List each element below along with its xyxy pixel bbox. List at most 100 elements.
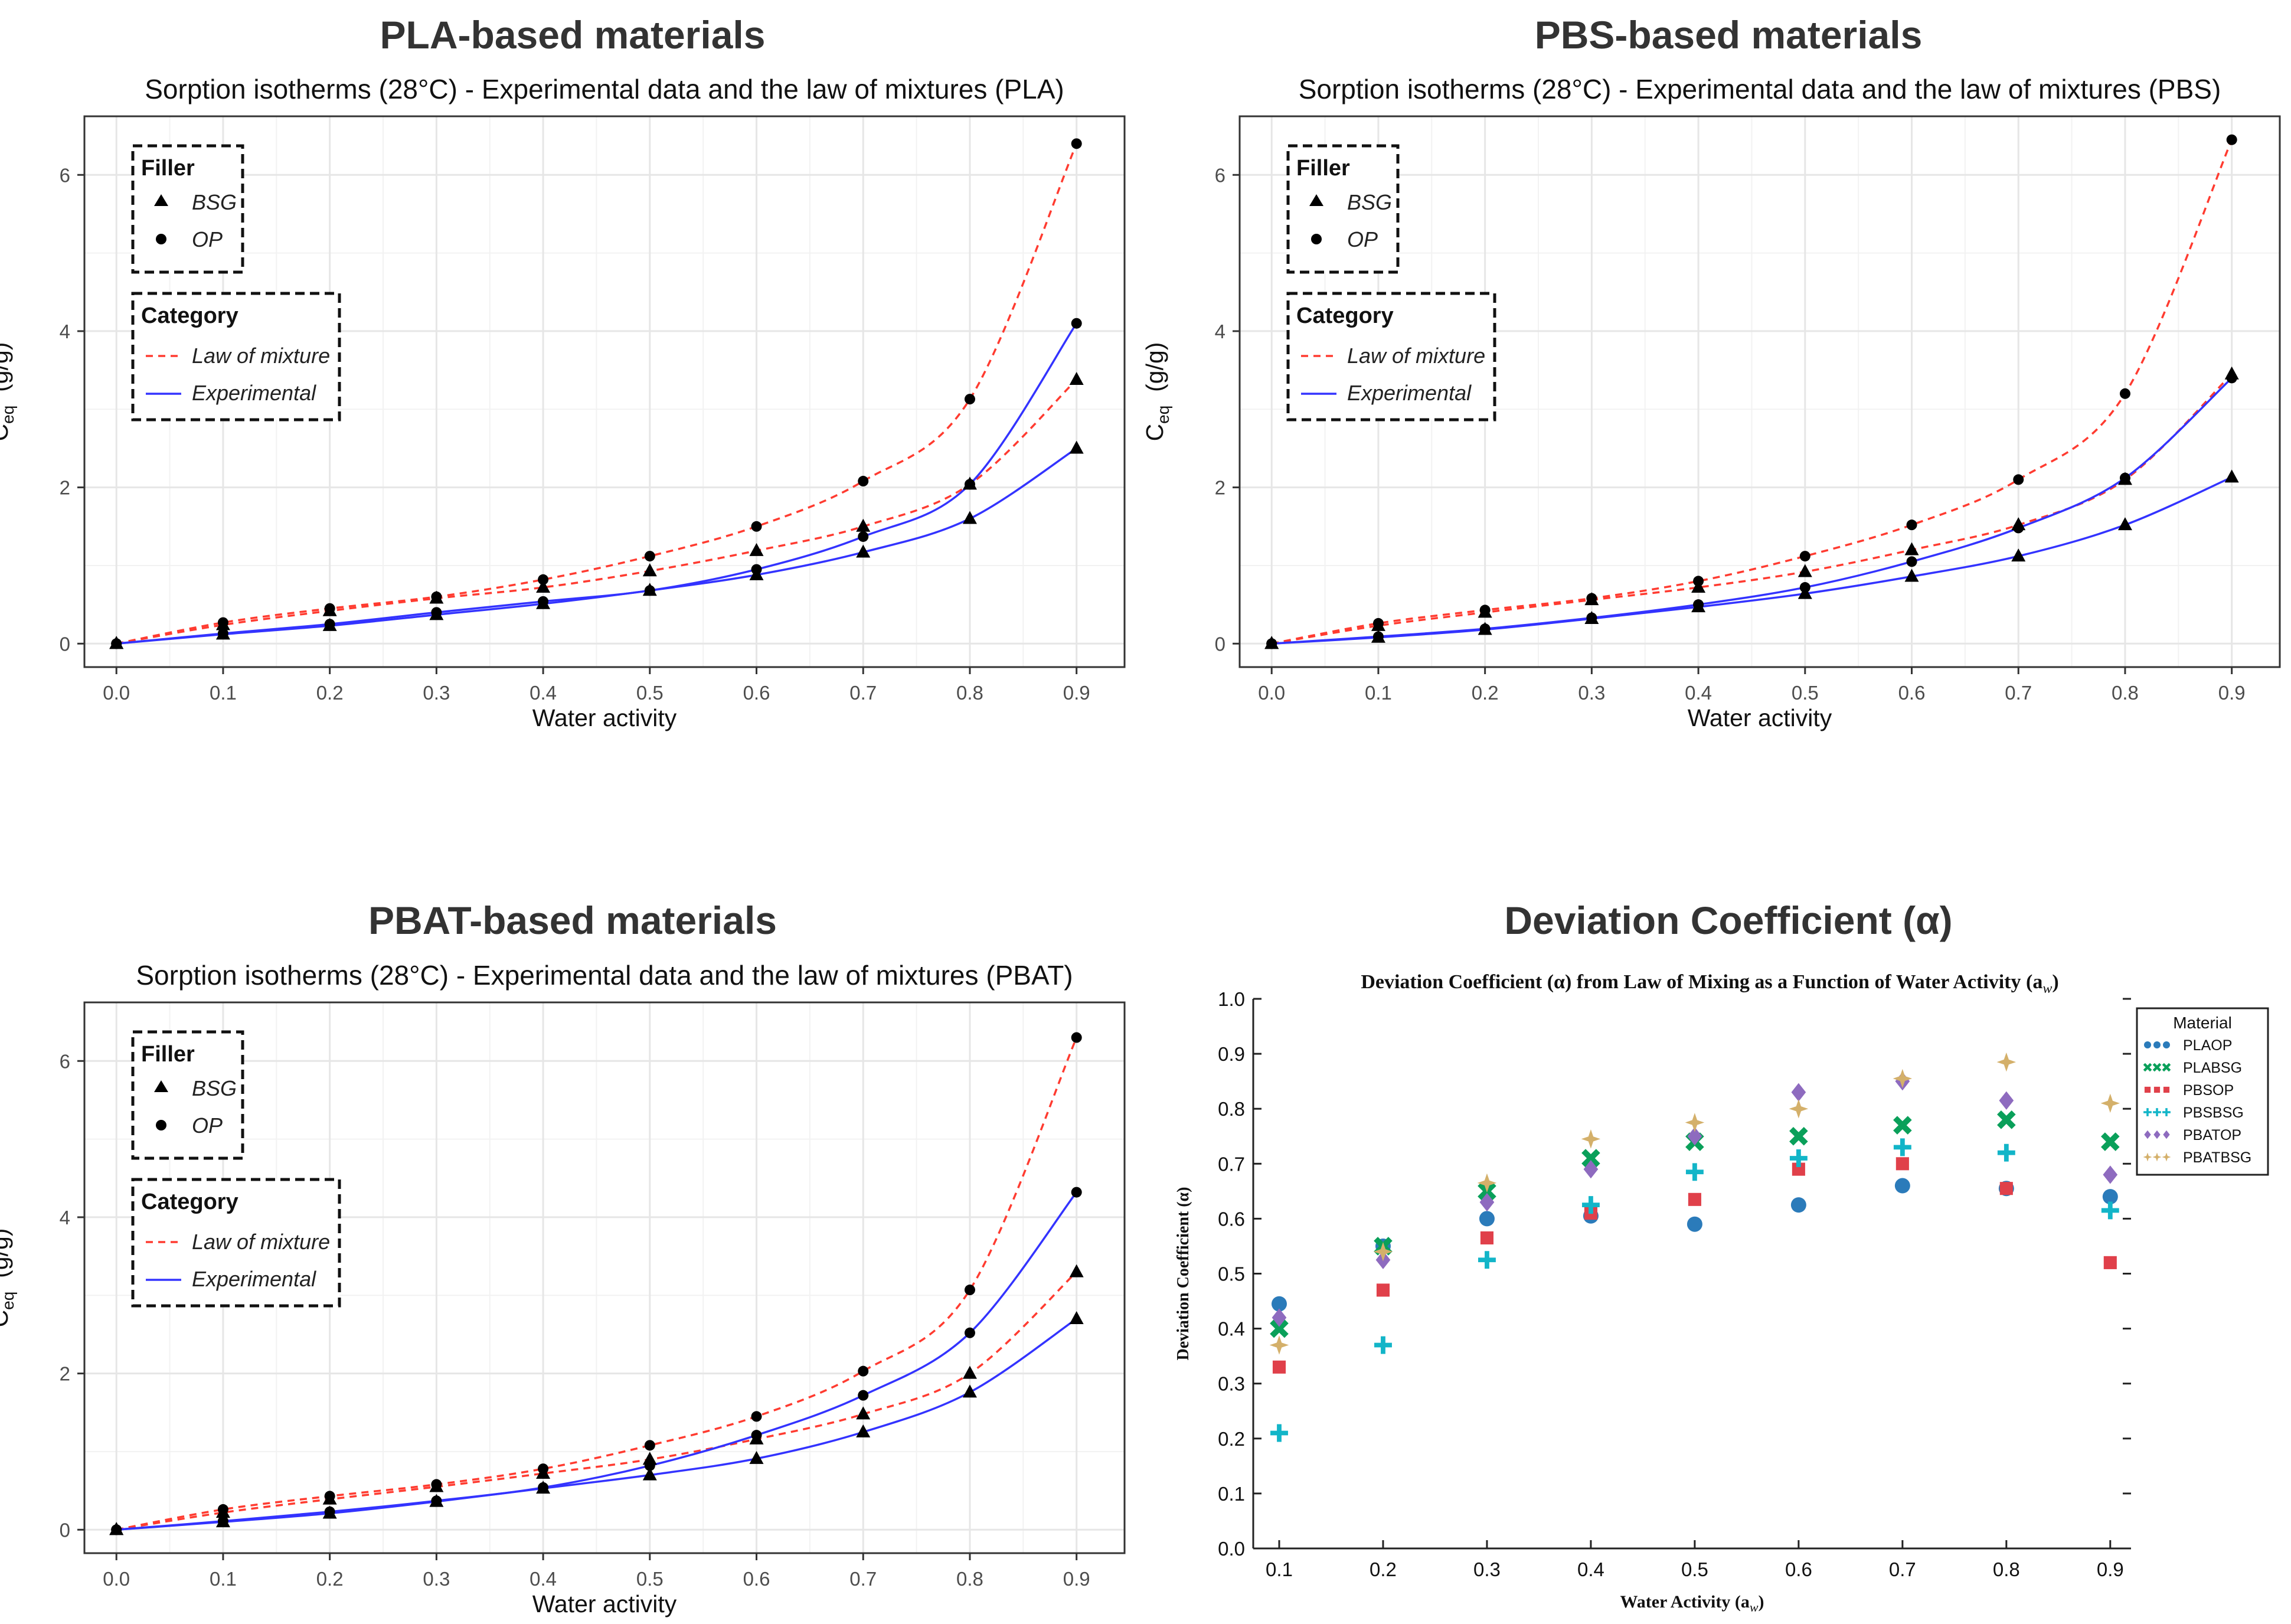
- deviation-legend-marker-pbsbsg: [2162, 1108, 2171, 1116]
- pbat-point-op: [751, 1411, 762, 1422]
- deviation-point-plaop: [1894, 1178, 1910, 1194]
- deviation-point-pbsbsg: [1789, 1149, 1808, 1167]
- deviation-coefficient-chart: 0.0 0.1 0.2 0.3 0.4 0.5 0.6 0.7 0.8 0.9 1.0 0.1 0.2 0…: [1174, 971, 2269, 1615]
- pbat-point-op: [644, 1440, 655, 1451]
- deviation-y-tick-label: 1.0: [1218, 988, 1245, 1010]
- pla-x-tick-label: 0.0: [103, 682, 130, 704]
- pla-x-tick-label: 0.9: [1063, 682, 1090, 704]
- pbat-point-op: [858, 1390, 869, 1401]
- pla-point-bsg: [749, 567, 764, 580]
- pbat-legend-circle-marker: [156, 1120, 166, 1130]
- deviation-point-pbsop: [1792, 1162, 1805, 1176]
- pla-x-axis-label: Water activity: [532, 704, 677, 731]
- pla-chart-title: Sorption isotherms (28°C) - Experimental…: [145, 74, 1064, 104]
- pla-point-op: [964, 394, 975, 405]
- panel-heading-deviation: Deviation Coefficient (α): [1504, 898, 1952, 942]
- deviation-y-tick-label: 0.6: [1218, 1208, 1245, 1230]
- deviation-point-pbsbsg: [1685, 1163, 1704, 1181]
- pla-point-bsg: [536, 596, 551, 609]
- deviation-point-pbsbsg: [1270, 1424, 1288, 1442]
- pbat-point-bsg: [1069, 1264, 1084, 1277]
- pbat-legend-experimental: Experimental: [192, 1267, 316, 1291]
- pbat-point-bsg: [962, 1365, 977, 1379]
- pbat-experimental-line-op: [116, 1191, 1078, 1531]
- pbs-legend-experimental: Experimental: [1347, 381, 1472, 405]
- deviation-x-tick-label: 0.8: [1993, 1558, 2020, 1580]
- deviation-point-pbsbsg: [1374, 1336, 1392, 1354]
- deviation-y-tick-label: 0.1: [1218, 1483, 1245, 1505]
- deviation-legend-marker-plaop: [2144, 1041, 2151, 1048]
- pbat-point-op: [1071, 1032, 1082, 1043]
- pla-category-legend-title: Category: [141, 303, 238, 328]
- pbat-y-tick-label: 0: [60, 1519, 70, 1541]
- deviation-point-pbatop: [1272, 1308, 1287, 1327]
- pbs-point-op: [1799, 551, 1810, 562]
- pbat-chart-title: Sorption isotherms (28°C) - Experimental…: [136, 960, 1073, 991]
- deviation-y-tick-label: 0.7: [1218, 1153, 1245, 1175]
- pla-x-tick-label: 0.2: [316, 682, 344, 704]
- deviation-point-plabsg: [2101, 1132, 2120, 1151]
- pbat-filler-legend-box: [131, 1030, 244, 1160]
- deviation-y-tick-label: 0.3: [1218, 1373, 1245, 1395]
- pbs-x-tick-label: 0.9: [2218, 682, 2246, 704]
- pla-point-op: [1071, 138, 1082, 149]
- pbs-point-op: [2119, 388, 2130, 399]
- pbat-point-bsg: [856, 1424, 871, 1437]
- pbat-experimental-line-bsg: [116, 1318, 1077, 1531]
- deviation-point-pbatbsg: [1893, 1068, 1913, 1089]
- pbs-point-bsg: [2117, 517, 2132, 531]
- pbs-y-axis-label: Ceq (g/g): [1141, 342, 1172, 442]
- pla-point-op: [858, 476, 869, 487]
- pbs-point-bsg: [1264, 636, 1279, 649]
- pla-point-bsg: [856, 544, 871, 558]
- pbs-legend-circle-marker: [1311, 234, 1322, 244]
- deviation-legend-label-plabsg: PLABSG: [2183, 1060, 2242, 1076]
- deviation-point-plaop: [1790, 1197, 1806, 1213]
- deviation-point-pbatbsg: [1581, 1129, 1601, 1149]
- deviation-point-pbatbsg: [2100, 1093, 2120, 1113]
- pbat-point-op: [1071, 1187, 1082, 1198]
- deviation-legend-marker-plaop: [2153, 1041, 2161, 1048]
- pla-law-of-mixture-line-op: [116, 143, 1078, 645]
- deviation-x-tick-label: 0.1: [1266, 1558, 1293, 1580]
- pla-point-bsg: [536, 580, 551, 593]
- pbs-x-tick-label: 0.7: [2005, 682, 2032, 704]
- deviation-y-axis-label: Deviation Coefficient (α): [1174, 1187, 1192, 1361]
- deviation-legend-marker-plabsg: [2152, 1063, 2162, 1072]
- pla-category-legend-box: [131, 292, 341, 421]
- pbs-x-axis-label: Water activity: [1688, 704, 1832, 731]
- pbs-point-bsg: [1478, 622, 1492, 635]
- pla-experimental-line-bsg: [116, 447, 1077, 645]
- pla-point-bsg: [749, 543, 764, 556]
- pla-point-op: [858, 531, 869, 542]
- pla-legend-triangle-marker: [154, 194, 168, 206]
- pbat-law-of-mixture-line-bsg: [116, 1271, 1077, 1531]
- pbs-filler-legend-box: [1286, 144, 1400, 274]
- pbat-plot-border: [83, 1001, 1126, 1554]
- deviation-point-pbatop: [1999, 1091, 2014, 1110]
- deviation-point-plaop: [1479, 1211, 1495, 1227]
- deviation-x-tick-label: 0.5: [1681, 1558, 1708, 1580]
- pbs-point-bsg: [1584, 610, 1599, 624]
- pla-plot-border: [83, 115, 1126, 668]
- pbs-category-legend-box: [1286, 292, 1496, 421]
- pla-sorption-chart: 0.0 0.1 0.2 0.3 0.4 0.5 0.6 0.7 0.8 0.9 0 2 4 6 Sorpti…: [0, 74, 1126, 731]
- pbat-point-op: [964, 1327, 975, 1338]
- pla-y-tick-label: 6: [60, 164, 70, 186]
- pbs-x-tick-label: 0.3: [1578, 682, 1605, 704]
- pla-point-bsg: [642, 563, 657, 577]
- deviation-legend-marker-pbatbsg: [2143, 1152, 2152, 1162]
- deviation-x-tick-label: 0.2: [1370, 1558, 1397, 1580]
- deviation-y-tick-label: 0.8: [1218, 1098, 1245, 1120]
- pbs-legend-triangle-marker: [1309, 194, 1323, 206]
- pla-x-tick-label: 0.8: [956, 682, 983, 704]
- pbs-legend-law-of-mixture: Law of mixture: [1347, 344, 1485, 368]
- pbat-point-bsg: [536, 1466, 551, 1479]
- pbs-y-tick-label: 2: [1215, 477, 1225, 499]
- pla-x-tick-label: 0.6: [743, 682, 770, 704]
- deviation-point-plabsg: [1893, 1116, 1912, 1135]
- pbs-point-bsg: [1797, 564, 1812, 577]
- pbs-point-bsg: [1797, 586, 1812, 599]
- pbat-y-tick-label: 2: [60, 1363, 70, 1385]
- pla-point-bsg: [429, 590, 444, 604]
